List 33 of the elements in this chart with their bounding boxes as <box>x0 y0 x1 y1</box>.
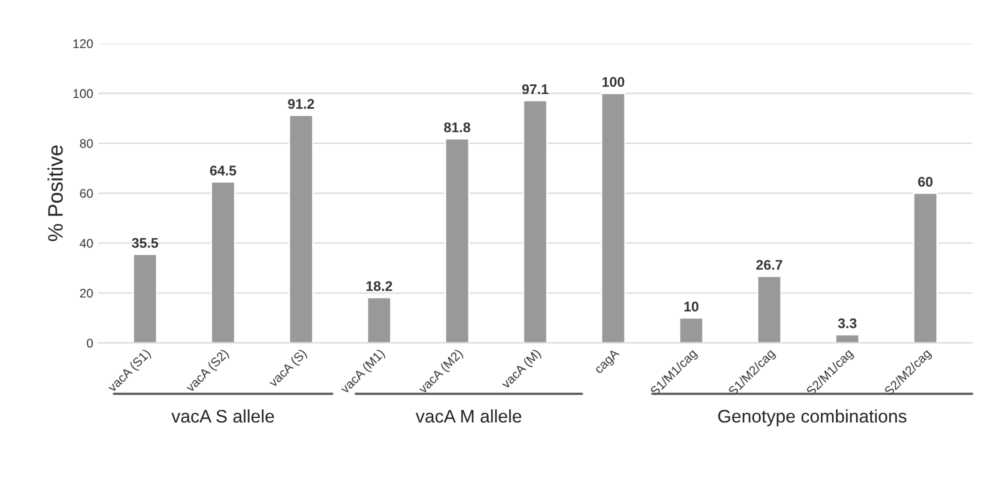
data-label: 10 <box>684 302 698 312</box>
text: Genotype combinations <box>718 409 906 426</box>
bar <box>834 334 860 343</box>
data-label: 3.3 <box>838 318 856 328</box>
data-label: 26.7 <box>756 260 782 270</box>
data-label: 81.8 <box>444 122 470 132</box>
bar <box>210 181 236 343</box>
y-tick-label: 80 <box>80 139 93 148</box>
y-tick-label: 0 <box>86 338 93 348</box>
data-label: 97.1 <box>522 84 548 94</box>
bar <box>756 276 782 343</box>
bar <box>366 296 392 343</box>
data-label: 91.2 <box>288 99 314 109</box>
data-label: 18.2 <box>366 281 392 292</box>
data-label: 35.5 <box>132 238 158 248</box>
y-tick-label: 40 <box>80 238 93 248</box>
text: vacA S allele <box>171 409 274 423</box>
bar <box>132 254 158 343</box>
bar <box>288 114 314 343</box>
data-label: 60 <box>918 176 933 187</box>
y-tick-label: 60 <box>80 189 93 198</box>
data-label: 100 <box>602 77 624 87</box>
bar <box>522 100 548 343</box>
data-label: 64.5 <box>210 166 236 176</box>
y-tick-label: 20 <box>80 288 93 298</box>
y-tick-label: 100 <box>73 89 93 98</box>
bar <box>600 92 626 343</box>
y-axis-title: % Positive <box>48 145 63 242</box>
text: vacA M allele <box>416 409 522 423</box>
bar <box>678 317 704 343</box>
y-tick-label: 120 <box>73 39 93 48</box>
bar <box>444 138 470 343</box>
bar <box>912 192 938 343</box>
